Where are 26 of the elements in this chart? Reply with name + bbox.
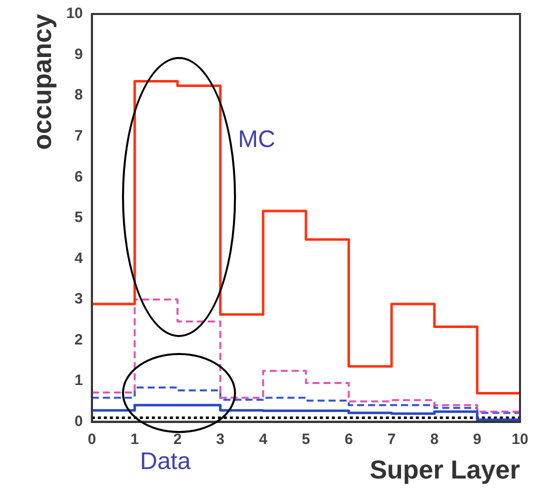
y-tick-label: 6 — [74, 168, 83, 186]
y-tick-label: 5 — [74, 209, 83, 226]
y-axis-title: occupancy — [26, 13, 57, 150]
x-tick-label: 6 — [344, 430, 353, 448]
y-tick-label: 10 — [66, 5, 83, 22]
y-tick-label: 4 — [74, 250, 84, 267]
x-tick-label: 2 — [173, 430, 182, 448]
x-tick-label: 3 — [216, 430, 224, 448]
x-tick-label: 10 — [512, 430, 528, 448]
y-tick-label: 0 — [74, 412, 83, 430]
x-tick-label: 1 — [130, 430, 139, 448]
x-tick-label: 0 — [88, 430, 96, 448]
x-tick-label: 7 — [387, 430, 396, 448]
y-tick-label: 8 — [74, 86, 83, 104]
x-tick-label: 9 — [473, 430, 482, 448]
text: Data — [140, 448, 191, 476]
y-tick-label: 2 — [74, 331, 83, 348]
annotation: MC — [238, 126, 276, 154]
x-tick-label: 8 — [430, 430, 439, 448]
y-tick-label: 9 — [74, 46, 83, 63]
y-tick-label: 1 — [74, 372, 83, 390]
y-tick-label: 7 — [74, 127, 83, 144]
x-tick-label: 5 — [302, 430, 310, 448]
x-axis-title: Super Layer — [370, 454, 520, 485]
x-tick-label: 4 — [258, 430, 268, 448]
y-tick-label: 3 — [74, 290, 83, 308]
